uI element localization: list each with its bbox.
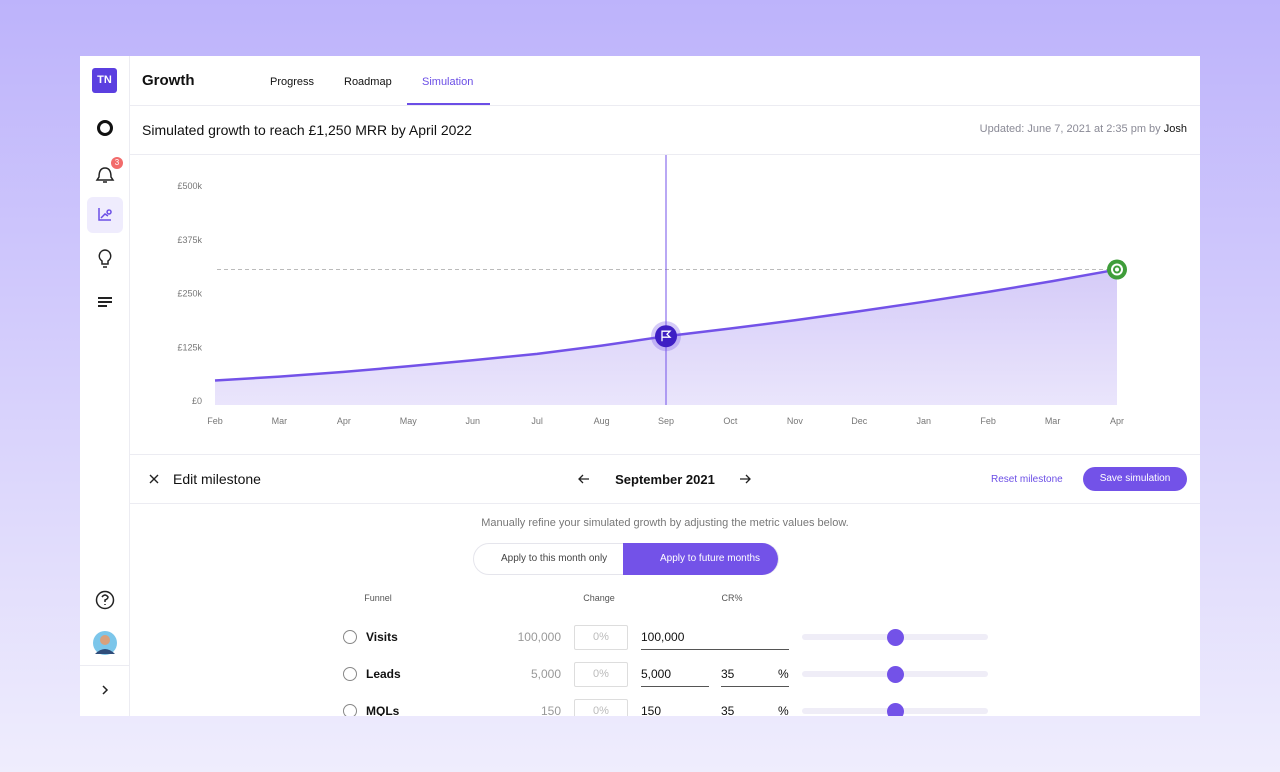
hint-text: Manually refine your simulated growth by… xyxy=(481,517,849,529)
list-icon[interactable] xyxy=(98,297,112,307)
x-tick-label: Apr xyxy=(337,416,351,426)
editor-title: Edit milestone xyxy=(173,471,261,487)
sidebar-divider xyxy=(80,665,129,666)
x-tick-label: Mar xyxy=(1045,416,1061,426)
column-header: Change xyxy=(583,593,615,603)
avatar-body xyxy=(95,649,115,654)
change-input[interactable]: 0% xyxy=(574,699,628,716)
y-tick-label: £500k xyxy=(177,181,202,191)
avatar-face xyxy=(100,635,110,645)
page-title: Growth xyxy=(142,72,195,89)
close-button[interactable] xyxy=(148,473,160,485)
row-radio[interactable] xyxy=(343,667,357,681)
x-tick-label: Feb xyxy=(207,416,223,426)
x-tick-label: Jun xyxy=(465,416,480,426)
topbar-border xyxy=(130,105,1200,106)
value-input[interactable]: 100,000 xyxy=(641,630,789,650)
app-window: TN 3 Growth Simulated growth to reach £1… xyxy=(80,56,1200,716)
section-title: Simulated growth to reach £1,250 MRR by … xyxy=(142,122,472,138)
tab-underline xyxy=(407,103,490,105)
tab[interactable]: Simulation xyxy=(422,76,474,88)
updated-user: Josh xyxy=(1163,123,1187,135)
slider-knob[interactable] xyxy=(887,629,904,646)
workspace-logo[interactable]: TN xyxy=(92,68,117,93)
previous-value: 150 xyxy=(540,704,561,716)
updated-text: Updated: June 7, 2021 at 2:35 pm by xyxy=(979,123,1161,135)
help-icon[interactable] xyxy=(95,590,115,610)
x-tick-label: Feb xyxy=(980,416,996,426)
previous-value: 5,000 xyxy=(530,667,561,681)
column-header: CR% xyxy=(721,593,743,603)
change-input[interactable]: 0% xyxy=(574,662,628,687)
slider-knob[interactable] xyxy=(887,666,904,683)
row-radio[interactable] xyxy=(343,704,357,716)
row-radio[interactable] xyxy=(343,630,357,644)
tab[interactable]: Progress xyxy=(270,76,315,88)
y-tick-label: £375k xyxy=(177,235,202,245)
x-tick-label: Nov xyxy=(787,416,804,426)
x-tick-label: May xyxy=(400,416,418,426)
value-input[interactable]: 150 xyxy=(641,704,709,716)
y-tick-label: £125k xyxy=(177,342,202,352)
editor-border xyxy=(130,503,1200,504)
row-name: Leads xyxy=(366,667,401,681)
x-tick-label: Dec xyxy=(851,416,868,426)
previous-value: 100,000 xyxy=(517,630,561,644)
cr-unit: % xyxy=(778,704,789,716)
row-name: Visits xyxy=(366,630,398,644)
slider-knob[interactable] xyxy=(887,703,904,716)
chart: £0 £125k £250k £375k £500k Feb Mar Apr May Jun Jul… xyxy=(177,155,1127,426)
change-input[interactable]: 0% xyxy=(574,625,628,650)
save-button[interactable]: Save simulation xyxy=(1083,467,1187,491)
cr-input[interactable]: 35 xyxy=(721,704,789,716)
x-tick-label: Aug xyxy=(594,416,610,426)
help-glyph xyxy=(101,594,109,605)
next-month[interactable] xyxy=(739,473,751,485)
idea-icon[interactable] xyxy=(98,249,112,268)
target-ring xyxy=(1115,267,1119,272)
x-tick-label: Mar xyxy=(272,416,288,426)
chart-border xyxy=(130,454,1200,455)
x-tick-label: Sep xyxy=(658,416,674,426)
milestone-marker[interactable] xyxy=(655,325,677,348)
x-tick-label: Jul xyxy=(531,416,543,426)
previous-month[interactable] xyxy=(578,473,590,485)
notification-badge: 3 xyxy=(111,157,123,169)
x-tick-label: Apr xyxy=(1110,416,1124,426)
sidebar-icons xyxy=(87,120,123,695)
flag-icon xyxy=(661,330,672,342)
month-label: September 2021 xyxy=(615,472,715,487)
updated-info: Updated: June 7, 2021 at 2:35 pm by Josh xyxy=(980,123,1187,135)
x-tick-label: Oct xyxy=(723,416,738,426)
y-tick-label: £250k xyxy=(177,289,202,299)
header-border xyxy=(130,154,1200,155)
cr-unit: % xyxy=(778,667,789,681)
toggle-label: Apply to this month only xyxy=(501,553,608,564)
x-tick-label: Jan xyxy=(916,416,931,426)
toggle-label: Apply to future months xyxy=(660,553,761,564)
bell-icon[interactable] xyxy=(95,167,115,183)
cr-input[interactable]: 35 xyxy=(721,667,789,687)
expand-icon[interactable] xyxy=(102,685,109,695)
tab[interactable]: Roadmap xyxy=(344,76,392,88)
sidebar-border xyxy=(129,56,130,716)
row-name: MQLs xyxy=(366,704,400,716)
toggle-option[interactable]: Apply to this month only xyxy=(473,543,623,575)
y-tick-label: £0 xyxy=(192,396,202,406)
goal-icon[interactable] xyxy=(97,120,113,136)
reset-button[interactable]: Reset milestone xyxy=(991,474,1063,485)
chart-icon[interactable] xyxy=(98,208,112,221)
value-input[interactable]: 5,000 xyxy=(641,667,709,687)
column-header: Funnel xyxy=(364,593,392,603)
toggle-option[interactable]: Apply to future months xyxy=(623,543,778,575)
